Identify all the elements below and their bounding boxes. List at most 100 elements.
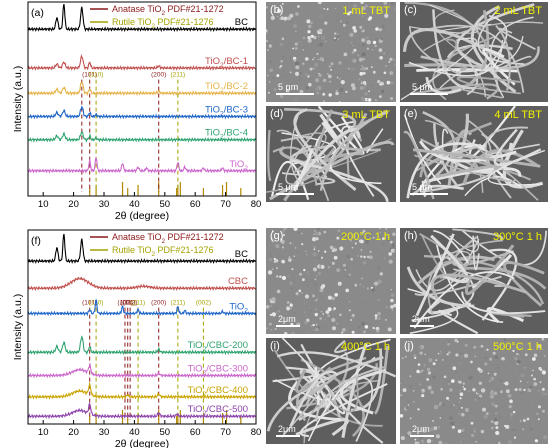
sem-grain <box>291 287 293 289</box>
sem-grain <box>371 84 374 87</box>
sem-grain <box>482 407 486 412</box>
sem-grain <box>475 441 477 443</box>
sem-grain <box>529 386 533 389</box>
sem-grain <box>274 259 279 263</box>
sem-grain <box>390 97 393 100</box>
sem-grain <box>315 308 317 311</box>
sem-grain <box>362 57 366 61</box>
sem-grain <box>366 36 370 40</box>
sem-grain <box>319 57 324 61</box>
sem-grain <box>372 326 375 330</box>
sem-grain <box>317 250 320 252</box>
sem-grain <box>336 18 341 23</box>
sem-panel-id: (d) <box>270 108 284 120</box>
sem-grain <box>316 52 319 56</box>
sem-grain <box>283 331 288 334</box>
sem-grain <box>448 351 451 354</box>
sem-grain <box>437 425 441 429</box>
x-tick-label: 40 <box>129 199 140 210</box>
sem-grain <box>304 72 308 76</box>
sem-grain <box>289 303 293 307</box>
sem-grain <box>490 426 494 430</box>
sem-grain <box>317 256 320 259</box>
sem-grain <box>339 313 342 317</box>
sem-grain <box>426 367 431 372</box>
sem-grain <box>441 359 444 361</box>
sem-grain <box>325 310 330 314</box>
sem-grain <box>350 257 353 261</box>
sem-grain <box>385 65 387 67</box>
sem-fiber <box>403 130 435 200</box>
sem-grain <box>519 345 521 348</box>
legend-label: Anatase TiO2 PDF#21-1272 <box>112 4 224 17</box>
sem-panel-c: (c) 2 mL TBT 5 μm <box>400 2 548 102</box>
scale-bar-label: 2μm <box>278 424 296 434</box>
sem-grain <box>455 353 459 357</box>
x-tick-label: 70 <box>220 427 231 438</box>
sem-grain <box>449 442 451 444</box>
sem-grain <box>313 36 317 40</box>
sem-grain <box>359 71 364 76</box>
sem-grain <box>533 377 536 381</box>
sem-grain <box>489 394 495 399</box>
sem-grain <box>494 355 498 359</box>
sem-grain <box>306 318 310 323</box>
scale-bar-label: 5 μm <box>278 82 299 92</box>
xrd-chart-0: (101)(110) (200) (211) BC TiO2/BC-1 TiO2/BC-2… <box>12 1 262 222</box>
sem-fiber <box>284 108 357 131</box>
sem-grain <box>372 70 376 74</box>
sem-grain <box>331 317 336 323</box>
sem-fiber <box>272 366 320 383</box>
sem-grain <box>460 352 463 355</box>
sem-fiber <box>452 228 503 241</box>
sem-grain <box>388 60 391 63</box>
sem-grain <box>348 77 351 80</box>
sem-grain <box>379 228 381 229</box>
sem-grain <box>518 387 522 392</box>
x-tick-label: 60 <box>190 427 201 438</box>
sem-grain <box>279 66 282 69</box>
sem-grain <box>473 429 476 431</box>
sem-grain <box>288 20 292 24</box>
sem-grain <box>288 256 291 259</box>
sem-grain <box>451 379 455 383</box>
sem-grain <box>351 330 355 334</box>
sem-grain <box>516 346 519 348</box>
scale-bar <box>410 435 434 437</box>
sem-grain <box>327 295 332 300</box>
x-tick-label: 80 <box>251 199 262 210</box>
sem-fiber <box>300 343 384 444</box>
sem-grain <box>269 44 271 47</box>
sem-grain <box>321 91 324 94</box>
sem-grain <box>324 21 328 25</box>
x-axis-label: 2θ (degree) <box>115 438 169 448</box>
sem-grain <box>418 346 422 350</box>
sem-grain <box>393 7 396 11</box>
sem-grain <box>280 94 284 98</box>
sem-grain <box>394 89 396 92</box>
sem-grain <box>313 263 316 266</box>
sem-grain <box>319 31 323 35</box>
sem-grain <box>306 253 308 256</box>
sem-fiber <box>400 37 477 101</box>
sem-grain <box>377 266 381 270</box>
sem-fiber <box>493 128 542 166</box>
sem-grain <box>295 65 300 70</box>
sem-grain <box>361 285 365 289</box>
sem-grain <box>409 385 412 388</box>
sem-grain <box>329 80 331 83</box>
sem-grain <box>317 44 319 46</box>
sem-grain <box>344 269 346 271</box>
sem-grain <box>270 329 273 331</box>
sem-grain <box>454 370 458 373</box>
sem-grain <box>464 343 468 347</box>
sem-grain <box>499 378 504 383</box>
sem-grain <box>505 389 510 394</box>
sem-fiber <box>350 348 383 412</box>
sem-grain <box>390 298 394 303</box>
sem-grain <box>356 254 360 258</box>
sem-grain <box>295 12 299 16</box>
hkl-label: (211) <box>171 72 186 79</box>
sem-grain <box>441 403 445 407</box>
sem-grain <box>390 2 395 5</box>
